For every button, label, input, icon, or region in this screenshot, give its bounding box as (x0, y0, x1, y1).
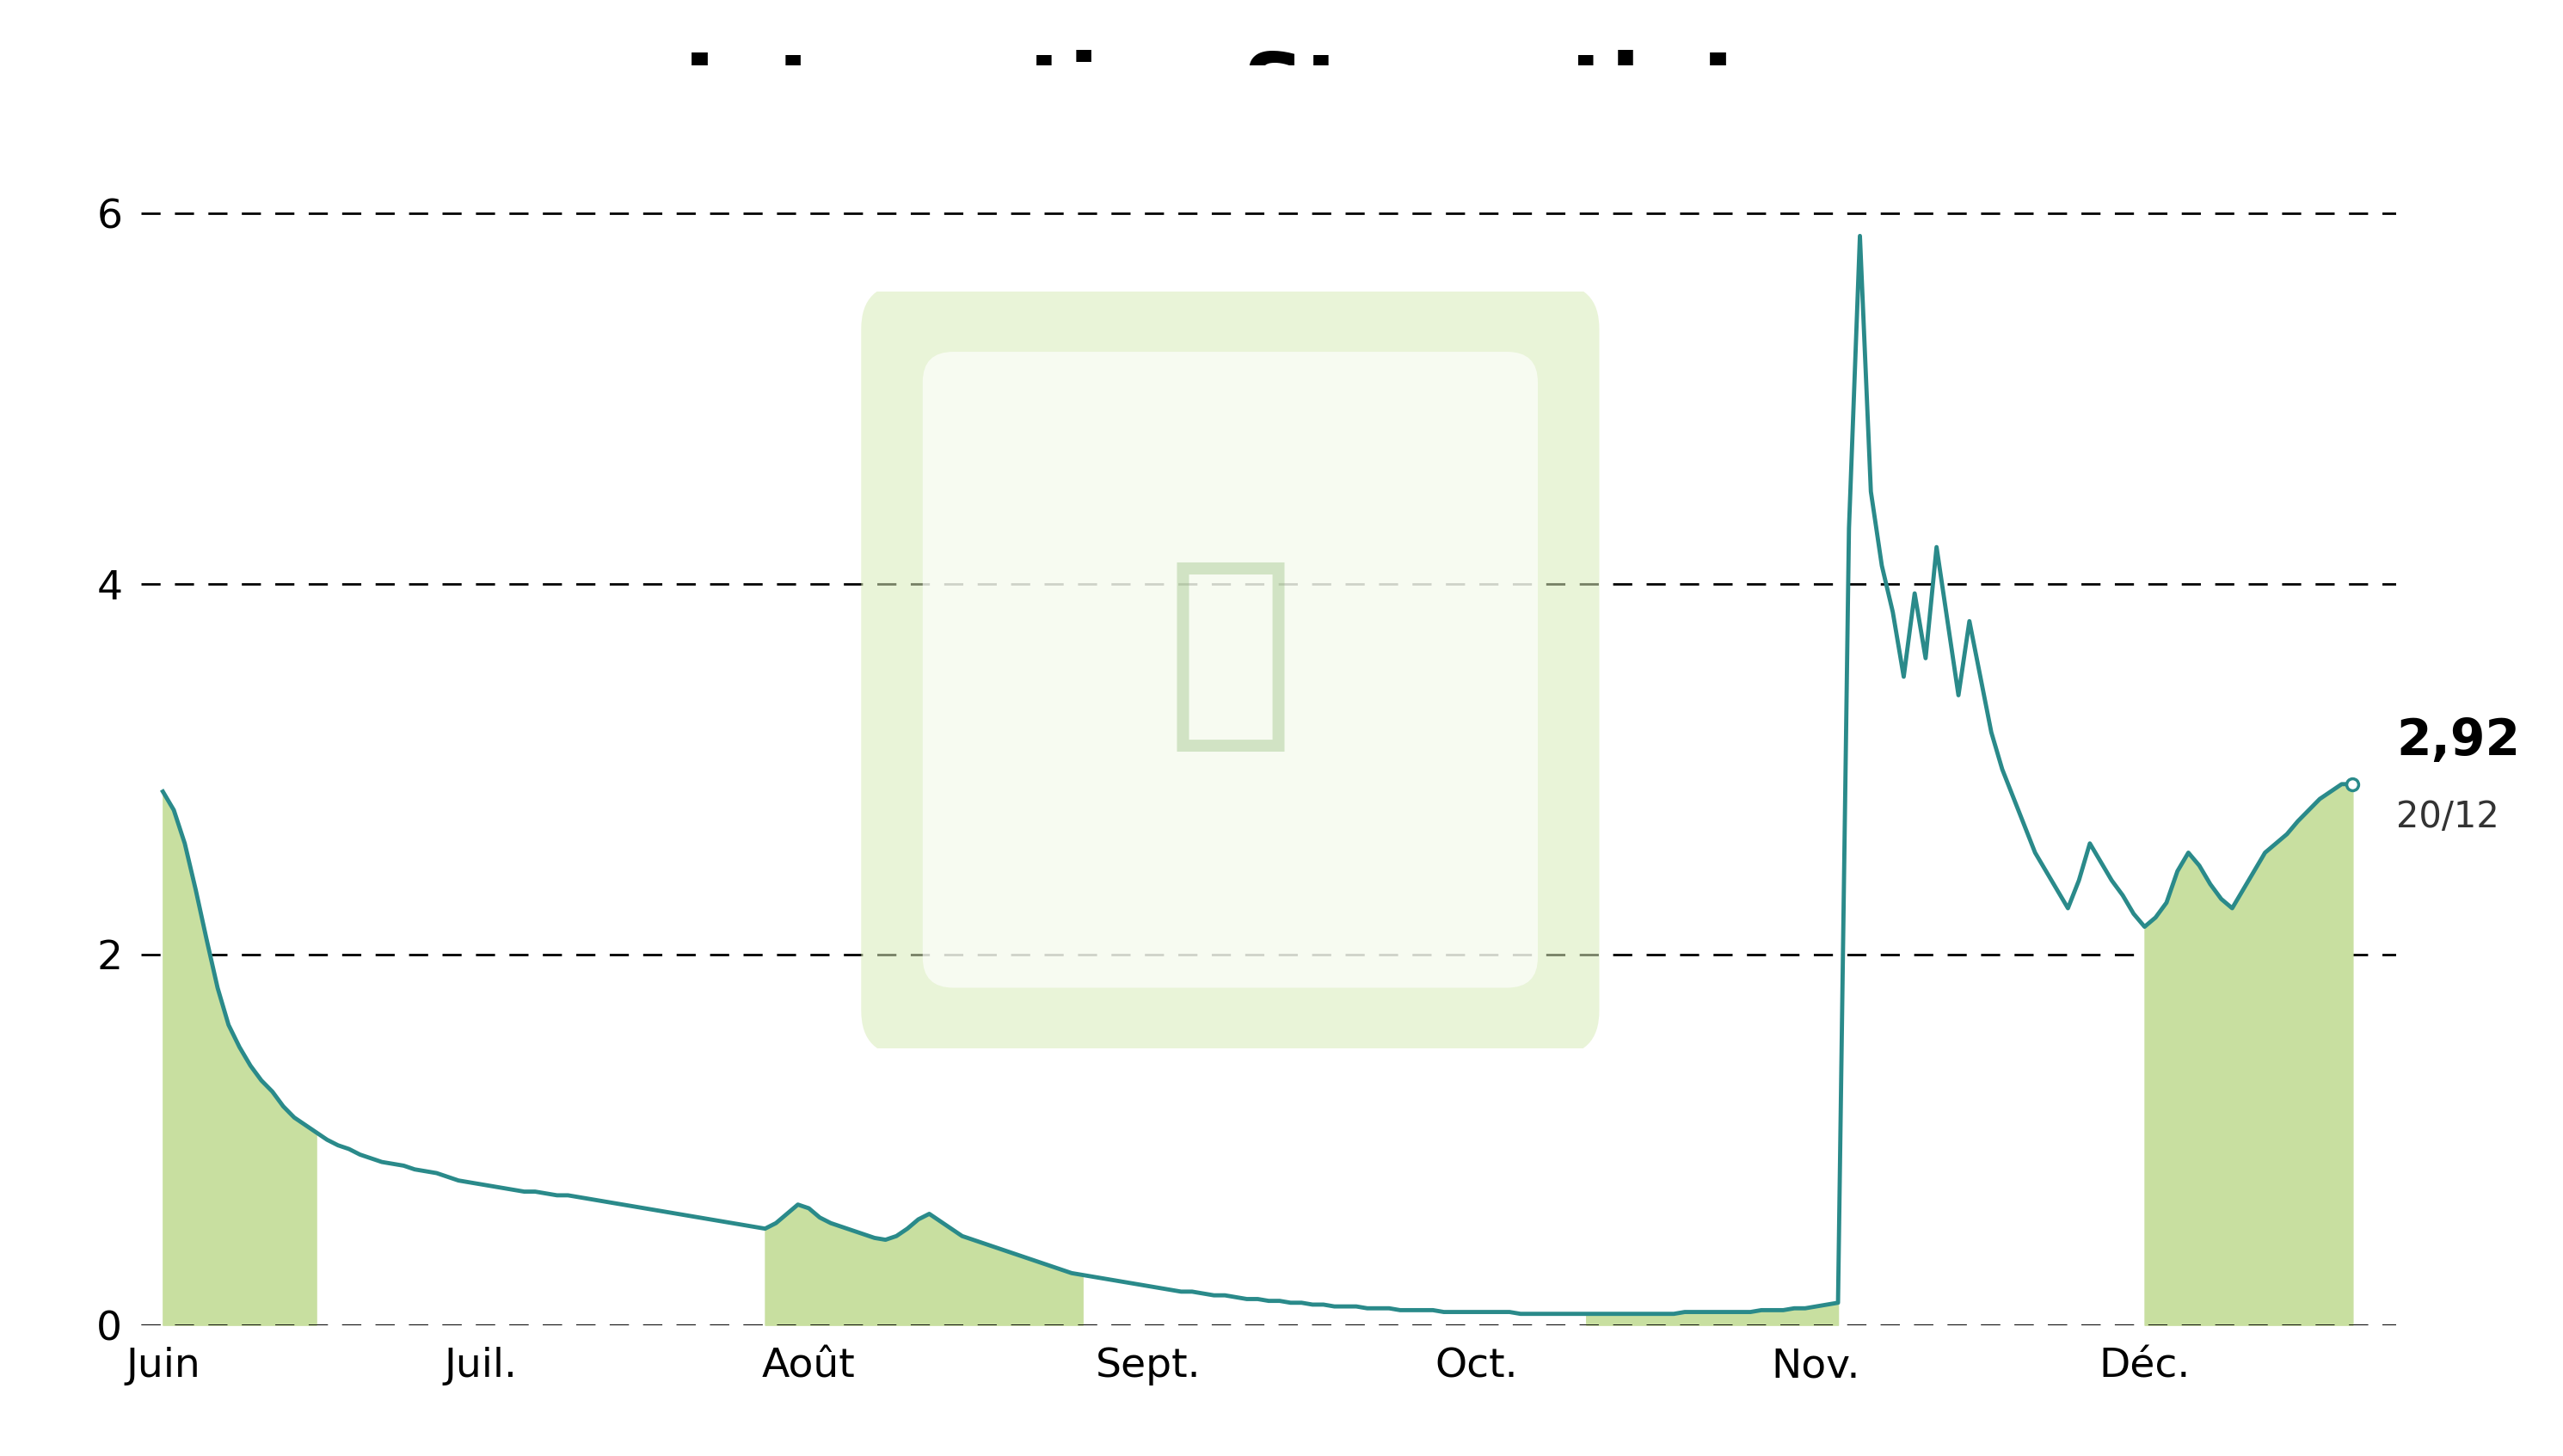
FancyBboxPatch shape (861, 284, 1599, 1056)
Text: Interactive Strength Inc.: Interactive Strength Inc. (684, 50, 1879, 134)
Text: 🐂: 🐂 (1166, 550, 1294, 759)
Text: 20/12: 20/12 (2396, 799, 2499, 836)
Text: 2,92: 2,92 (2396, 716, 2519, 766)
FancyBboxPatch shape (923, 352, 1538, 987)
